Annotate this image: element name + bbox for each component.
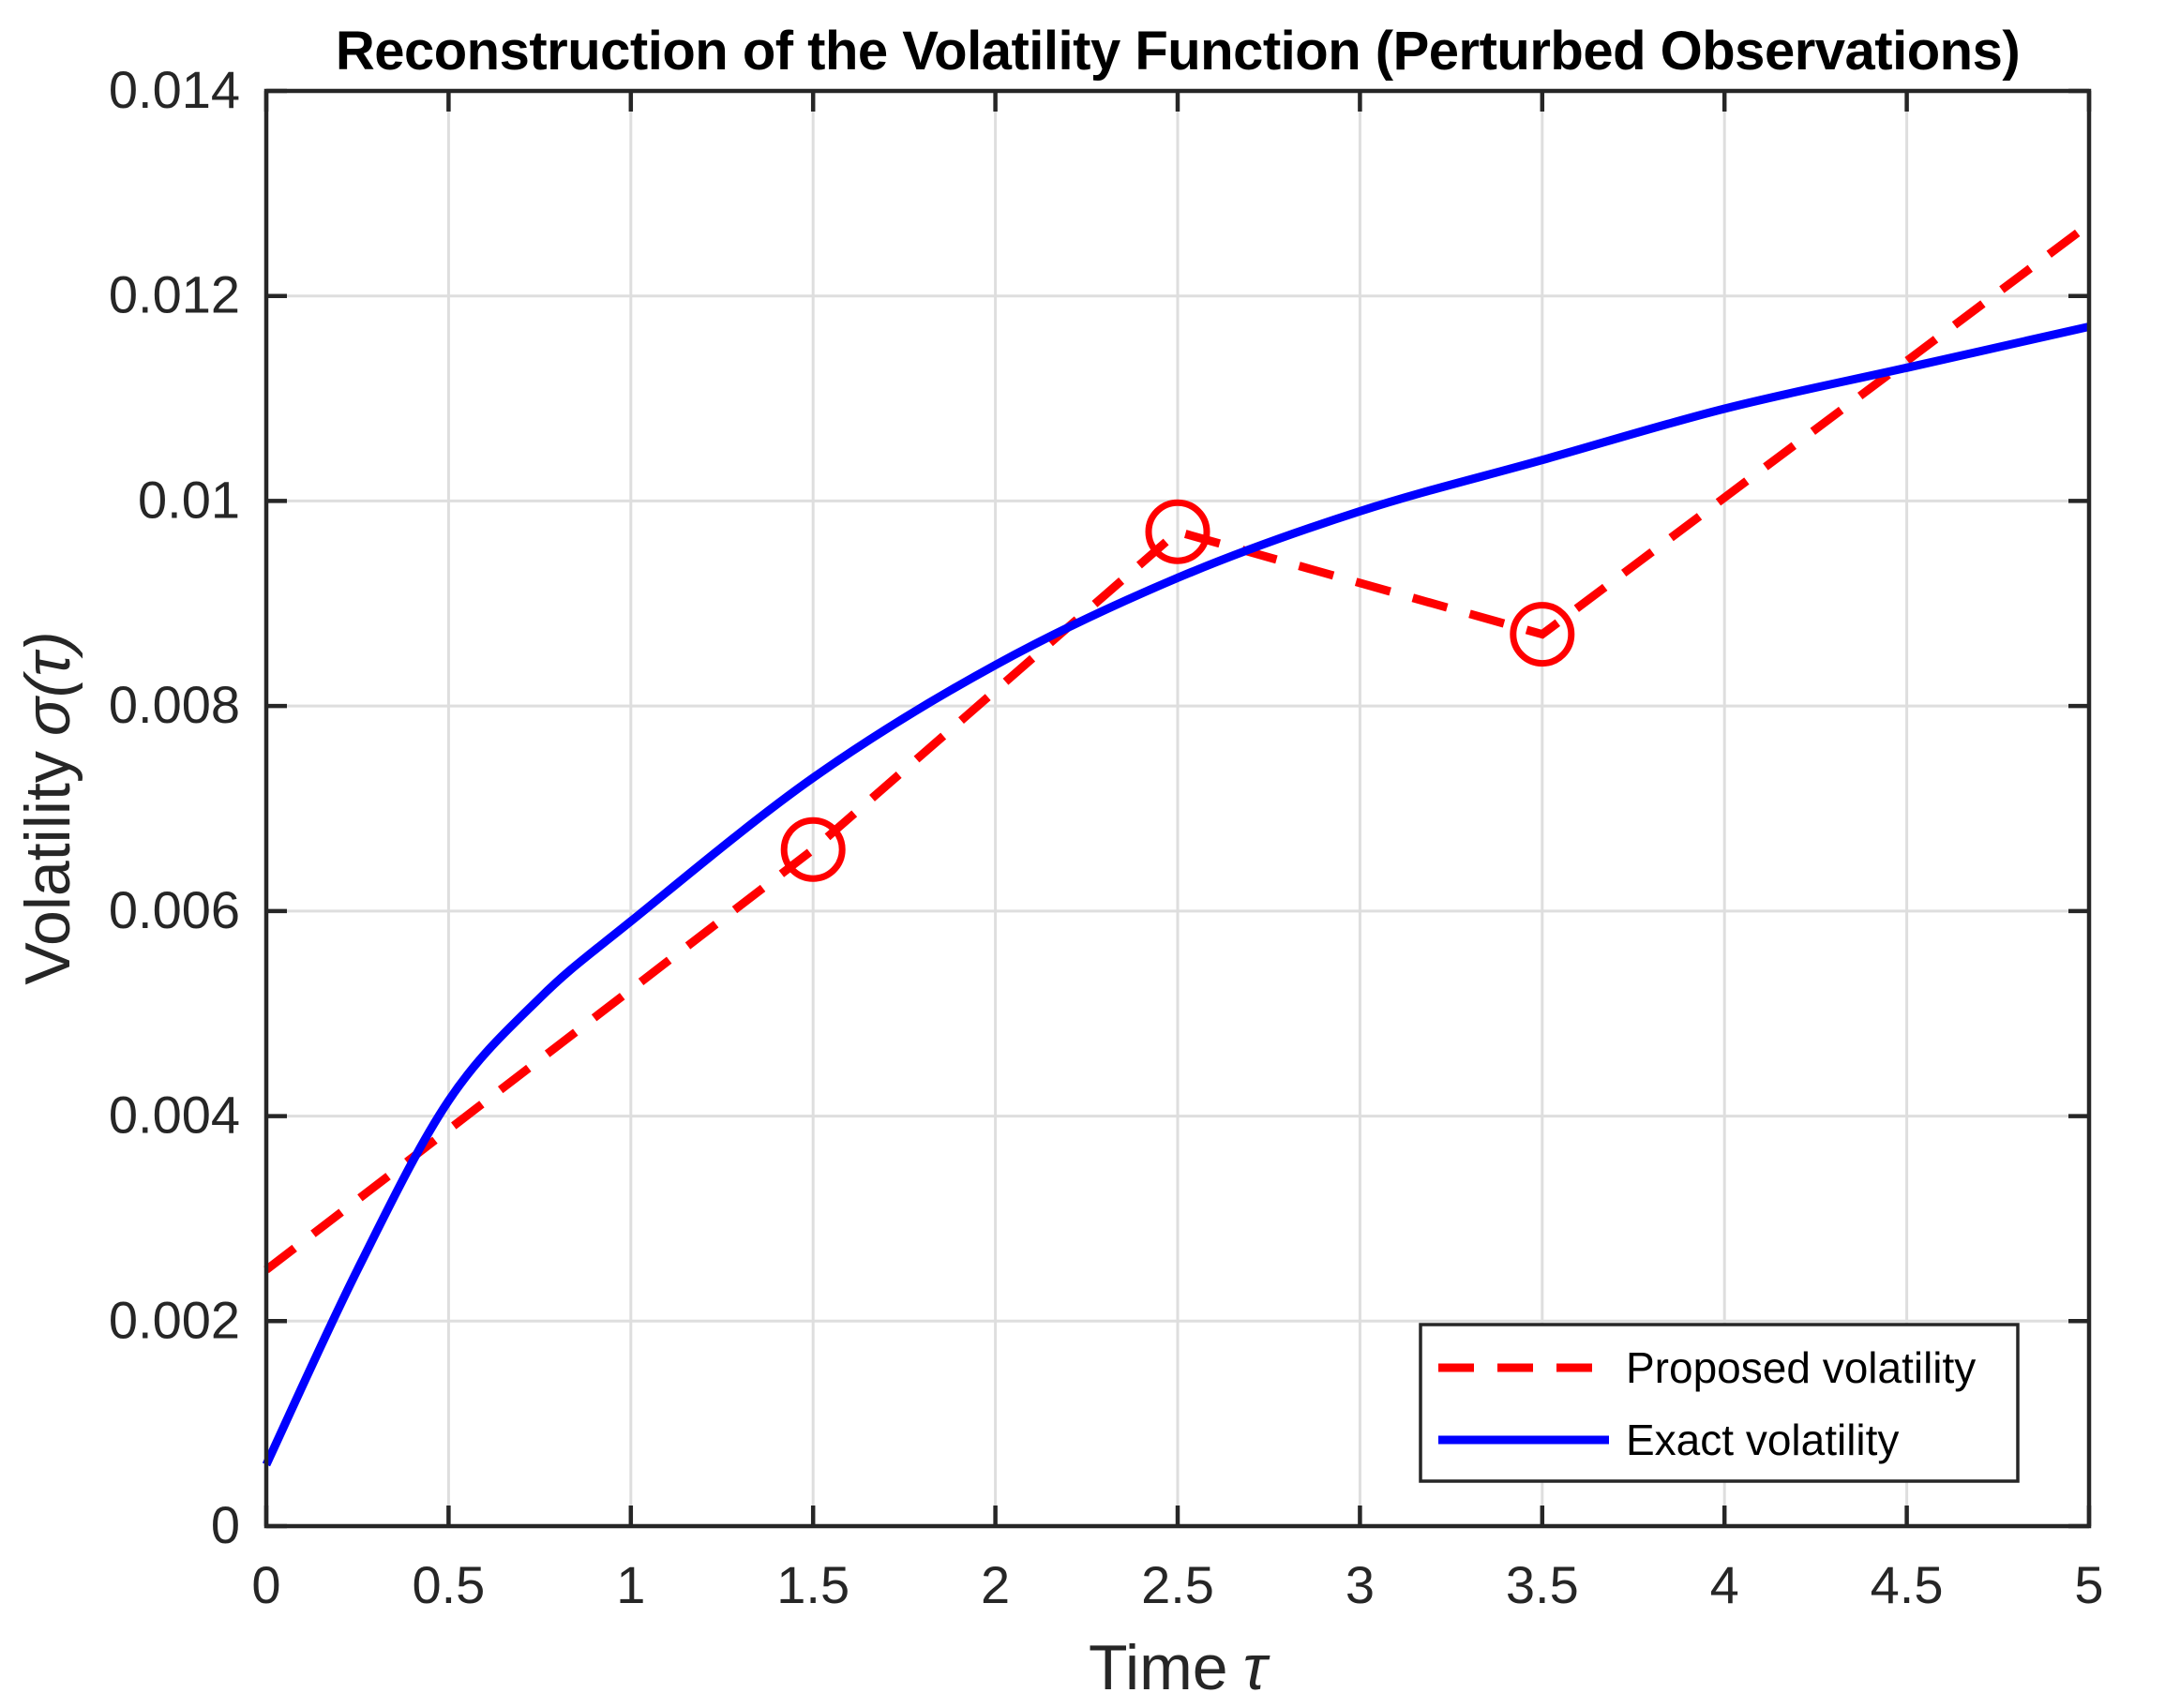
legend-box: [1419, 1323, 2020, 1483]
x-tick-label: 5: [2074, 1555, 2103, 1614]
x-tick-label: 1.5: [776, 1555, 849, 1614]
y-axis-label-word: Volatility: [12, 751, 83, 984]
tick-label-layer: 0 0.5 1 1.5 2 2.5 3 3.5 4 4.5 5 0 0.002 0.004 0.006 0.0…: [109, 60, 2104, 1614]
x-tick-label: 2.5: [1141, 1555, 1214, 1614]
x-tick-label: 1: [616, 1555, 645, 1614]
y-axis-label: Volatility σ(τ): [12, 631, 83, 984]
series-layer: [262, 220, 2092, 1467]
x-tick-label: 3: [1346, 1555, 1375, 1614]
exact-volatility-curve: [262, 322, 2090, 1467]
x-tick-label: 3.5: [1506, 1555, 1579, 1614]
y-tick-label: 0.006: [109, 880, 240, 939]
y-tick-label: 0.01: [138, 470, 240, 529]
chart-title: Reconstruction of the Volatility Functio…: [336, 21, 2020, 82]
y-tick-label: 0.004: [109, 1086, 240, 1145]
x-axis-label-word: Time: [1089, 1632, 1228, 1703]
observation-marker: [780, 817, 846, 882]
y-tick-label: 0.014: [109, 60, 240, 119]
legend-label-exact-volatility: Exact volatility: [1626, 1416, 1899, 1464]
x-tick-label: 4.5: [1871, 1555, 1944, 1614]
y-tick-label: 0.002: [109, 1290, 240, 1349]
grid-layer: [266, 91, 2089, 1526]
proposed-volatility-line: [263, 220, 2092, 1274]
y-tick-label: 0.008: [109, 675, 240, 734]
x-axis-label: Time τ: [1089, 1632, 1270, 1703]
y-tick-label: 0: [211, 1495, 240, 1554]
x-axis-label-symbol: τ: [1243, 1632, 1270, 1703]
y-axis-label-symbol: σ(τ): [12, 631, 83, 736]
x-tick-label: 0: [251, 1555, 280, 1614]
y-tick-label: 0.012: [109, 265, 240, 324]
x-tick-label: 0.5: [412, 1555, 485, 1614]
legend: Proposed volatility Exact volatility: [1419, 1323, 2020, 1483]
observation-marker: [1145, 499, 1210, 564]
x-tick-label: 2: [981, 1555, 1010, 1614]
x-tick-label: 4: [1710, 1555, 1739, 1614]
legend-label-proposed-volatility: Proposed volatility: [1626, 1343, 1976, 1392]
axes-frame: [263, 88, 2092, 1529]
observation-marker: [1510, 602, 1575, 667]
